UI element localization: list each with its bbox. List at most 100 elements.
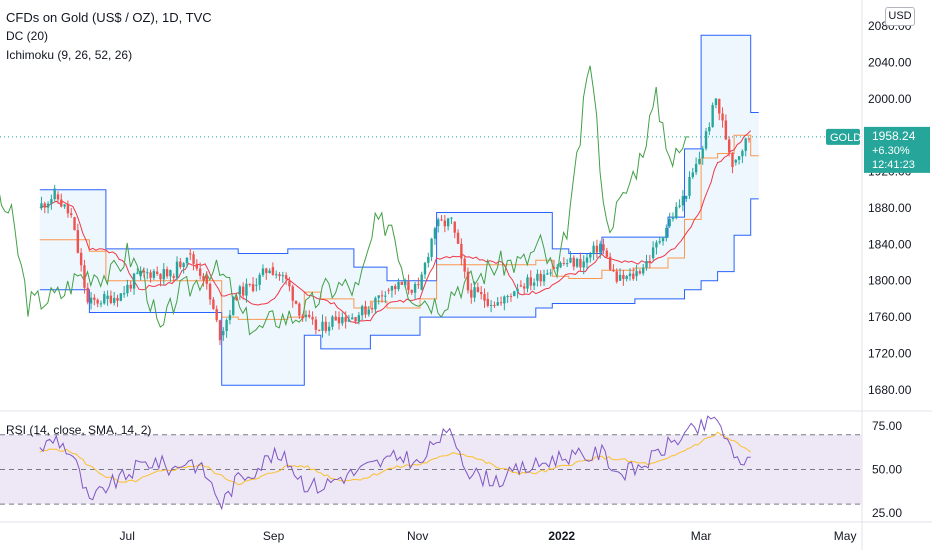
candle-body [238, 286, 242, 295]
candle-body [387, 289, 390, 291]
candle-body [496, 302, 499, 306]
symbol-tag-label: GOLD [830, 132, 861, 144]
price-tag-change: +6.30% [872, 145, 910, 157]
candle-body [559, 262, 562, 268]
candle-body [645, 261, 648, 268]
candle-body [205, 276, 208, 284]
candle-body [655, 242, 658, 248]
price-tick-label: 1800.00 [868, 274, 912, 288]
candle-body [602, 244, 605, 251]
candle-body [142, 270, 146, 273]
candle-body [734, 159, 737, 163]
candle-body [400, 282, 404, 285]
candle-body [489, 304, 493, 306]
candle-body [40, 203, 43, 208]
candle-body [93, 297, 96, 300]
candle-body [76, 230, 80, 253]
candle-body [344, 317, 347, 322]
candle-body [169, 270, 172, 277]
time-tick-label: Sep [263, 529, 285, 543]
candle-body [536, 273, 539, 281]
price-tag [864, 126, 930, 173]
candle-body [225, 320, 228, 332]
candle-body [516, 288, 519, 292]
candle-body [632, 273, 635, 279]
candle-body [317, 329, 321, 331]
candle-body [499, 302, 503, 304]
candle-body [255, 284, 258, 286]
rsi-ma-line [39, 431, 752, 486]
candle-body [711, 105, 714, 127]
candle-body [271, 267, 275, 275]
candle-body [675, 206, 678, 219]
currency-button[interactable]: USD [885, 7, 915, 26]
candle-body [470, 289, 473, 298]
candle-body [212, 299, 215, 310]
candle-body [228, 314, 232, 321]
candle-body [727, 139, 731, 153]
ichimoku-lagging-span [0, 65, 690, 336]
price-tick-label: 1760.00 [868, 310, 912, 324]
candle-body [132, 273, 136, 289]
candle-body [384, 295, 387, 297]
candle-body [192, 254, 195, 264]
candle-body [542, 274, 546, 282]
candle-body [599, 243, 602, 253]
candle-body [688, 177, 691, 196]
candle-body [744, 138, 747, 151]
candle-body [113, 298, 116, 304]
candle-body [433, 228, 437, 239]
candle-body [324, 321, 328, 331]
candle-body [232, 297, 235, 315]
candle-body [569, 257, 572, 263]
candle-body [479, 292, 483, 295]
rsi-tick-label: 75.00 [872, 419, 902, 433]
candle-body [308, 314, 311, 317]
candle-body [56, 194, 60, 200]
candle-body [440, 219, 443, 221]
candle-body [546, 273, 549, 275]
candle-body [443, 220, 447, 227]
candle-body [622, 274, 625, 279]
candle-body [397, 282, 400, 290]
candle-body [66, 204, 70, 214]
candle-body [268, 270, 271, 274]
candle-body [420, 274, 423, 290]
candle-body [288, 280, 291, 287]
candle-body [321, 321, 324, 331]
candle-body [298, 303, 301, 316]
candle-body [136, 272, 139, 274]
ichimoku-legend[interactable]: Ichimoku (9, 26, 52, 26) [6, 48, 133, 62]
candle-body [698, 158, 701, 164]
price-tick-label: 1840.00 [868, 237, 912, 251]
candle-body [159, 273, 162, 280]
candle-body [165, 269, 169, 277]
candle-body [642, 267, 645, 274]
candle-body [503, 296, 506, 304]
candle-body [539, 273, 542, 282]
candle-body [456, 232, 460, 244]
candle-body [446, 218, 450, 227]
candle-body [96, 299, 99, 304]
rsi-legend[interactable]: RSI (14, close, SMA, 14, 2) [6, 423, 152, 437]
candle-body [513, 291, 516, 297]
candle-body [152, 271, 156, 278]
candle-body [189, 253, 192, 255]
candle-body [202, 275, 205, 281]
donchian-fill [39, 35, 759, 386]
candle-body [595, 245, 599, 253]
candle-body [281, 275, 285, 277]
candle-body [291, 286, 294, 301]
candle-body [483, 294, 486, 301]
price-tick-label: 2000.00 [868, 92, 912, 106]
time-tick-label: 2022 [548, 529, 575, 543]
candle-body [506, 296, 509, 298]
donchian-legend[interactable]: DC (20) [6, 29, 49, 43]
candle-body [592, 245, 595, 255]
candle-body [284, 275, 288, 279]
candle-body [351, 317, 354, 320]
candle-body [314, 319, 318, 330]
symbol-tag [826, 128, 860, 145]
candles-group [40, 98, 751, 346]
